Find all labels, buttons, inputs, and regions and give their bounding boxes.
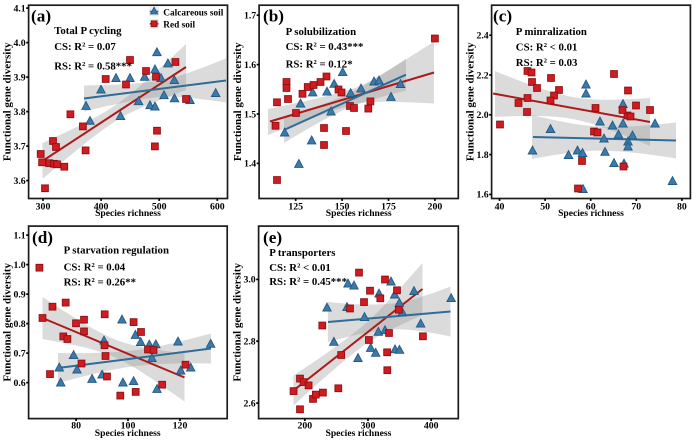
svg-text:1.4: 1.4	[244, 159, 256, 170]
svg-text:3.8: 3.8	[13, 107, 25, 118]
svg-text:Functional gene diversity: Functional gene diversity	[1, 263, 13, 382]
svg-text:CS: R2 = 0.07: CS: R2 = 0.07	[54, 41, 116, 53]
svg-text:150: 150	[335, 202, 350, 213]
svg-text:Species richness: Species richness	[325, 428, 391, 439]
svg-text:1.6: 1.6	[476, 190, 488, 201]
svg-text:80: 80	[71, 421, 81, 432]
svg-text:2.6: 2.6	[243, 398, 255, 409]
svg-text:400: 400	[94, 202, 109, 213]
svg-text:300: 300	[36, 202, 51, 213]
svg-text:(b): (b)	[263, 7, 284, 26]
svg-text:CS: R2 < 0.01: CS: R2 < 0.01	[516, 42, 578, 54]
svg-text:0.6: 0.6	[13, 378, 25, 389]
svg-text:1.1: 1.1	[13, 230, 25, 241]
svg-text:Functional gene diversity: Functional gene diversity	[232, 42, 244, 161]
svg-text:175: 175	[381, 202, 396, 213]
svg-text:100: 100	[121, 421, 136, 432]
svg-text:(c): (c)	[493, 7, 512, 26]
svg-text:Total P cycling: Total P cycling	[54, 25, 122, 37]
svg-text:Species richness: Species richness	[326, 208, 392, 219]
svg-text:1.7: 1.7	[244, 11, 256, 22]
svg-text:RS: R2 = 0.12*: RS: R2 = 0.12*	[286, 59, 353, 71]
svg-text:Species richness: Species richness	[95, 208, 161, 219]
svg-text:200: 200	[297, 421, 312, 432]
svg-text:300: 300	[361, 421, 376, 432]
svg-text:Species richness: Species richness	[558, 208, 624, 219]
svg-text:2.0: 2.0	[476, 110, 488, 121]
svg-text:70: 70	[631, 202, 641, 213]
svg-text:RS: R2 = 0.58***: RS: R2 = 0.58***	[54, 60, 132, 72]
svg-text:2.2: 2.2	[476, 70, 488, 81]
svg-text:Functional gene diversity: Functional gene diversity	[464, 42, 476, 161]
svg-text:P minralization: P minralization	[516, 26, 587, 38]
svg-text:50: 50	[540, 202, 550, 213]
svg-text:RS: R2 = 0.03: RS: R2 = 0.03	[516, 57, 578, 69]
svg-text:(a): (a)	[31, 7, 51, 26]
svg-text:1.6: 1.6	[244, 60, 256, 71]
svg-text:RS: R2 = 0.45***: RS: R2 = 0.45***	[269, 276, 347, 288]
svg-text:1.0: 1.0	[13, 260, 25, 271]
svg-text:60: 60	[586, 202, 596, 213]
svg-text:(d): (d)	[32, 228, 53, 247]
svg-text:0.9: 0.9	[13, 289, 25, 300]
svg-text:P solubilization: P solubilization	[286, 26, 357, 38]
svg-text:600: 600	[210, 202, 225, 213]
svg-text:200: 200	[428, 202, 443, 213]
svg-text:0.7: 0.7	[13, 348, 25, 359]
svg-text:Functional gene diversity: Functional gene diversity	[1, 42, 13, 161]
svg-text:CS: R2 < 0.01: CS: R2 < 0.01	[269, 262, 331, 274]
svg-text:120: 120	[173, 421, 188, 432]
svg-text:P transporters: P transporters	[269, 247, 335, 259]
svg-text:4.0: 4.0	[13, 38, 25, 49]
svg-text:500: 500	[152, 202, 167, 213]
svg-text:CS: R2 = 0.43***: CS: R2 = 0.43***	[286, 41, 364, 53]
svg-text:P starvation regulation: P starvation regulation	[64, 245, 169, 257]
svg-text:3.0: 3.0	[243, 275, 255, 286]
svg-text:3.7: 3.7	[13, 141, 25, 152]
svg-text:1.8: 1.8	[476, 150, 488, 161]
svg-text:1.5: 1.5	[244, 109, 256, 120]
svg-text:(e): (e)	[263, 228, 282, 247]
svg-text:80: 80	[677, 202, 687, 213]
svg-text:RS: R2 = 0.26**: RS: R2 = 0.26**	[64, 276, 136, 288]
svg-text:125: 125	[288, 202, 303, 213]
svg-text:2.4: 2.4	[476, 31, 488, 42]
svg-text:2.8: 2.8	[243, 337, 255, 348]
svg-text:Red soil: Red soil	[163, 21, 195, 31]
svg-text:Calcareous soil: Calcareous soil	[163, 8, 223, 18]
svg-text:3.6: 3.6	[13, 176, 25, 187]
svg-text:4.1: 4.1	[13, 3, 25, 14]
svg-text:0.8: 0.8	[13, 319, 25, 330]
svg-text:Species richness: Species richness	[95, 428, 161, 439]
svg-text:3.9: 3.9	[13, 72, 25, 83]
svg-text:CS: R2 = 0.04: CS: R2 = 0.04	[64, 261, 126, 273]
svg-text:400: 400	[424, 421, 439, 432]
svg-text:Functional gene diversity: Functional gene diversity	[231, 263, 243, 382]
svg-text:40: 40	[495, 202, 505, 213]
